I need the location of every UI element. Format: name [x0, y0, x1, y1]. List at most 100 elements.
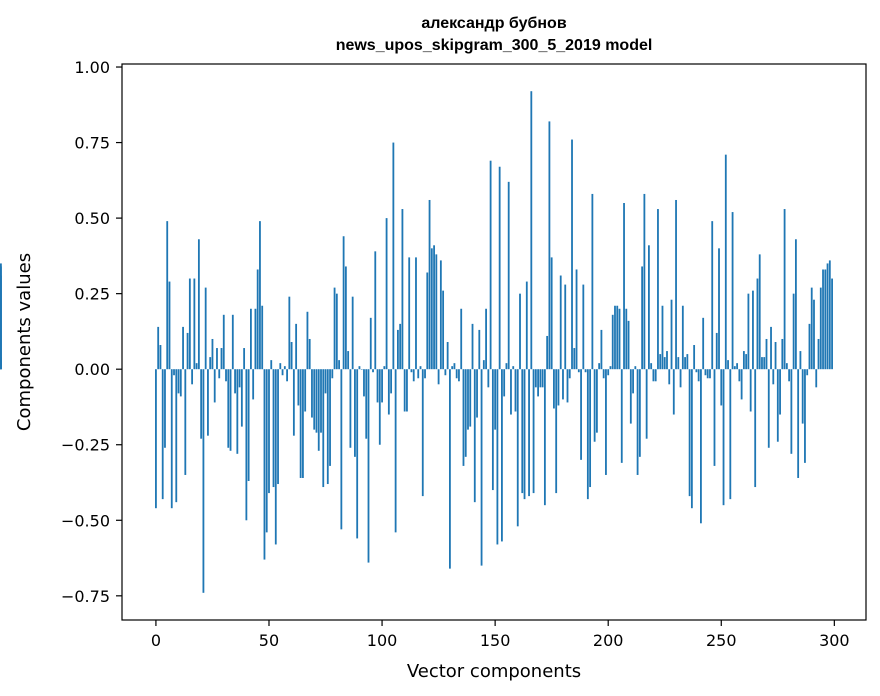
- x-tick-label: 100: [367, 631, 398, 650]
- bar-175: [550, 257, 553, 370]
- bar-116: [417, 369, 420, 379]
- bar-141: [473, 369, 476, 503]
- bar-51: [270, 360, 273, 370]
- bar-154: [503, 369, 506, 397]
- bar-195: [595, 369, 598, 433]
- bar-294: [819, 287, 822, 370]
- bar-120: [426, 272, 429, 370]
- bar-219: [650, 363, 653, 370]
- bar-283: [794, 239, 797, 370]
- bar-42: [250, 308, 252, 370]
- bar-83: [342, 236, 345, 370]
- bar-3: [161, 369, 164, 500]
- bar-81: [338, 360, 340, 370]
- bar-46: [259, 221, 261, 370]
- bar-280: [788, 369, 791, 382]
- bar-1: [157, 326, 160, 370]
- bar-161: [519, 293, 521, 370]
- bar-230: [675, 199, 677, 370]
- bar-70: [313, 369, 316, 430]
- bar-298: [828, 260, 831, 370]
- bar-241: [700, 369, 702, 524]
- bar-128: [444, 369, 447, 376]
- bar-126: [439, 260, 442, 370]
- bar-111: [406, 369, 408, 412]
- bar-110: [403, 369, 406, 412]
- bar-239: [695, 369, 698, 373]
- bar-233: [681, 305, 684, 370]
- bar-247: [713, 369, 716, 466]
- bar-15: [188, 278, 191, 370]
- bar-180: [562, 369, 564, 400]
- bar-82: [340, 369, 343, 530]
- bar-149: [491, 369, 494, 491]
- bar-246: [711, 221, 714, 370]
- chart-title: александр бубнов news_upos_skipgram_300_…: [336, 15, 653, 54]
- bar-49: [265, 369, 268, 533]
- bar-97: [374, 251, 377, 370]
- bar-9: [175, 369, 178, 503]
- bar-187: [577, 369, 580, 373]
- bar-13: [184, 369, 187, 475]
- bar-53: [274, 369, 277, 545]
- bar-173: [546, 335, 549, 370]
- bar-269: [763, 357, 766, 370]
- x-tick-label: 300: [819, 631, 850, 650]
- bar-73: [320, 369, 322, 433]
- bar-266: [756, 278, 759, 370]
- bar-237: [690, 369, 693, 509]
- bar-223: [659, 354, 662, 370]
- bar-243: [704, 369, 707, 376]
- bar-212: [634, 366, 637, 370]
- bar-191: [586, 369, 589, 500]
- bar-32: [227, 369, 230, 448]
- bar-23: [207, 369, 209, 436]
- bar-259: [740, 369, 743, 400]
- bar-106: [394, 369, 397, 533]
- y-tick-label: 0.25: [74, 285, 110, 304]
- bar-178: [557, 369, 560, 406]
- bar-35: [234, 369, 236, 394]
- bar-194: [593, 369, 596, 442]
- bar-286: [801, 369, 804, 424]
- bar-165: [528, 369, 530, 497]
- bar-104: [390, 369, 393, 394]
- bar-193: [591, 193, 594, 370]
- bar-33: [229, 369, 232, 451]
- bar-114: [412, 369, 415, 382]
- bar-129: [446, 342, 449, 370]
- bar-57: [283, 366, 286, 370]
- bar-215: [641, 266, 644, 370]
- bar-265: [754, 369, 757, 488]
- bar-238: [693, 345, 696, 370]
- bar-190: [584, 369, 587, 373]
- x-tick-label: 150: [480, 631, 511, 650]
- bar-145: [482, 360, 485, 370]
- bar-254: [729, 369, 732, 500]
- bar-5: [166, 221, 169, 370]
- bar-256: [733, 366, 736, 370]
- bar-118: [421, 369, 424, 497]
- bar-264: [752, 290, 754, 370]
- bar-92: [363, 369, 365, 397]
- bar-39: [243, 348, 246, 370]
- bar-96: [372, 369, 374, 373]
- bar-249: [718, 248, 720, 370]
- bar-183: [568, 369, 571, 379]
- bar-26: [213, 369, 216, 403]
- bar-147: [487, 369, 490, 388]
- y-tick-label: 0.75: [74, 134, 110, 153]
- bar-121: [428, 199, 431, 370]
- bar-21: [202, 369, 205, 593]
- bar-131: [451, 366, 454, 370]
- bar-224: [661, 305, 664, 370]
- bar-122: [430, 248, 433, 370]
- y-tick-label: −0.75: [61, 587, 110, 606]
- y-tick-label: 0.00: [74, 360, 110, 379]
- bar-138: [467, 369, 469, 430]
- bars-group: [0, 91, 833, 593]
- bar-117: [419, 366, 422, 370]
- bar-137: [464, 369, 467, 457]
- bar-86: [349, 369, 352, 448]
